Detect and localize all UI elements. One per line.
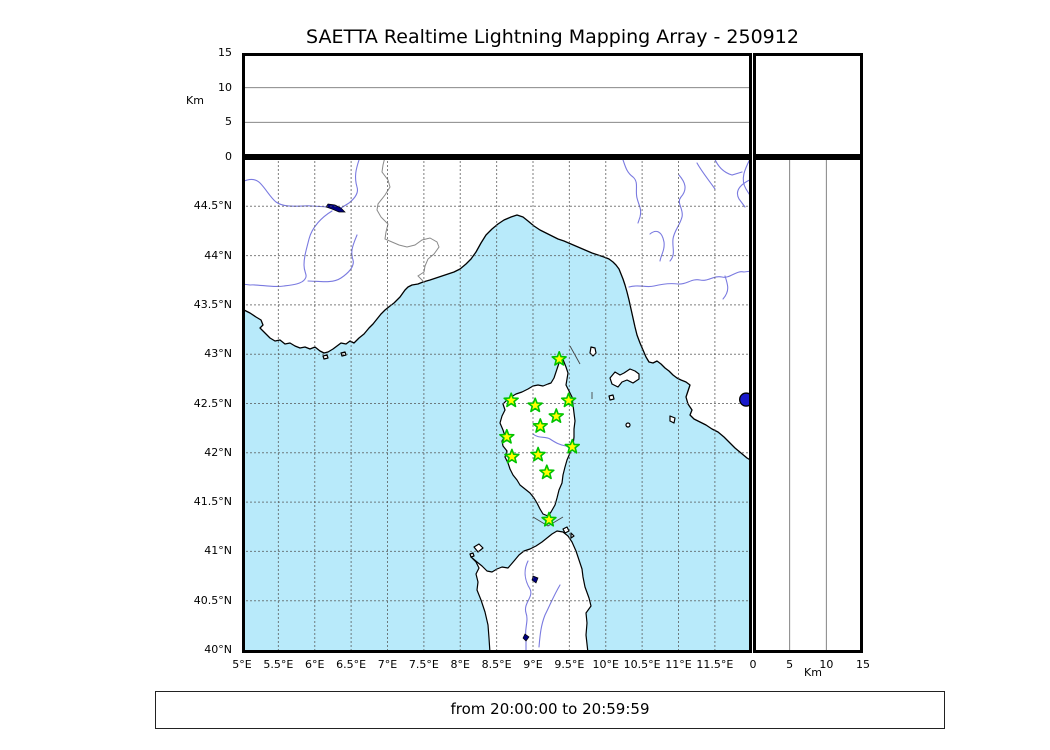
mainland-coastline <box>242 214 752 462</box>
river-taro <box>742 158 752 198</box>
maddalena-island <box>562 526 570 534</box>
station-star <box>527 397 543 413</box>
lat-tick-label: 41.5°N <box>193 495 232 509</box>
lon-tick-label: 6°E <box>305 658 325 671</box>
river-ubaye <box>340 159 360 209</box>
lon-tick-label: 8.5°E <box>481 658 512 671</box>
altitude-latitude-panel <box>753 157 863 653</box>
top-km-axis-label: Km <box>186 94 204 107</box>
lma-stations <box>499 351 581 527</box>
station-star <box>499 428 515 444</box>
top-km-tick-label: 15 <box>218 46 232 59</box>
station-star <box>548 408 565 424</box>
right-km-tick-label: 10 <box>819 658 834 671</box>
caprera-island <box>570 532 575 539</box>
river-arno <box>628 270 752 288</box>
river-verdon <box>307 234 358 283</box>
lon-tick-label: 7.5°E <box>408 658 439 671</box>
panel-background <box>242 53 752 157</box>
giglio-island <box>669 415 676 424</box>
france-italy-border <box>376 157 440 284</box>
map-panel <box>242 157 752 653</box>
river-durance <box>242 210 333 288</box>
station-star <box>530 446 546 462</box>
lat-tick-label: 41°N <box>204 544 232 558</box>
altitude-gridlines <box>789 157 827 653</box>
lon-tick-label: 6.5°E <box>336 658 367 671</box>
lon-tick-label: 5°E <box>232 658 252 671</box>
maritime-line-bonifacio <box>532 516 564 527</box>
station-star <box>560 392 577 408</box>
lat-tick-label: 43°N <box>204 347 232 361</box>
station-star <box>539 464 555 480</box>
station-star <box>541 511 557 527</box>
station-star <box>564 438 581 454</box>
event-marker-layer <box>739 392 752 407</box>
panel-background <box>753 53 863 157</box>
panel-background <box>753 157 863 653</box>
right-km-tick-label: 0 <box>749 658 757 671</box>
montecristo-island <box>625 422 631 428</box>
river-golo <box>532 433 573 449</box>
lon-tick-label: 8°E <box>450 658 470 671</box>
lon-tick-label: 11°E <box>665 658 692 671</box>
lon-tick-label: 10°E <box>592 658 619 671</box>
lat-tick-label: 43.5°N <box>193 297 232 311</box>
river-po-tributary-2 <box>669 174 686 262</box>
pianosa-island <box>608 394 615 401</box>
panel-frame <box>753 53 863 157</box>
maritime-line-cap-corse <box>569 345 581 365</box>
lon-tick-label: 10.5°E <box>623 658 661 671</box>
river-arno-branch <box>722 275 729 300</box>
right-km-tick-label: 15 <box>856 658 870 671</box>
top-km-tick-label: 10 <box>218 80 232 94</box>
altitude-gridlines <box>242 87 752 123</box>
station-star <box>532 418 549 433</box>
station-star <box>551 351 567 366</box>
time-range-box: from 20:00:00 to 20:59:59 <box>155 691 945 729</box>
lat-tick-label: 40.5°N <box>193 593 232 607</box>
lat-tick-label: 40°N <box>204 643 232 656</box>
panel-frame <box>242 157 752 653</box>
lat-tick-label: 42°N <box>204 445 232 459</box>
lon-tick-label: 7°E <box>377 658 398 671</box>
river-sardinia-2 <box>538 584 561 648</box>
top-km-tick-label: 5 <box>225 115 232 129</box>
right-km-tick-label: 5 <box>786 658 794 671</box>
river-secchia <box>736 178 752 208</box>
right-km-axis-label: Km <box>804 666 822 679</box>
event-marker-dot <box>739 392 752 407</box>
figure-title: SAETTA Realtime Lightning Mapping Array … <box>306 26 799 48</box>
asinara-islet <box>469 552 475 558</box>
river-serchio <box>649 230 665 262</box>
river-po-tributary-1 <box>621 157 642 224</box>
station-star <box>503 392 519 408</box>
corner-panel <box>753 53 863 157</box>
river-scrivia <box>696 162 716 190</box>
lon-tick-label: 9°E <box>523 658 543 671</box>
river-sardinia-1 <box>524 560 532 653</box>
lon-tick-label: 11.5°E <box>696 658 734 671</box>
altitude-longitude-panel <box>242 53 752 157</box>
lat-tick-label: 44.5°N <box>193 199 232 213</box>
elba-island <box>609 368 640 388</box>
sardinia-reservoir-2 <box>522 633 530 642</box>
asinara-island <box>473 543 484 553</box>
lat-tick-label: 44°N <box>204 248 232 262</box>
lon-tick-label: 9.5°E <box>554 658 585 671</box>
top-km-tick-label: 0 <box>225 150 232 163</box>
panel-frame <box>242 53 752 157</box>
lat-tick-label: 42.5°N <box>193 396 232 410</box>
station-star <box>504 448 520 464</box>
lon-tick-label: 5.5°E <box>263 658 294 671</box>
panel-frame <box>753 157 863 653</box>
time-range-label: from 20:00:00 to 20:59:59 <box>450 700 650 718</box>
hyeres-islet-1 <box>322 354 329 360</box>
